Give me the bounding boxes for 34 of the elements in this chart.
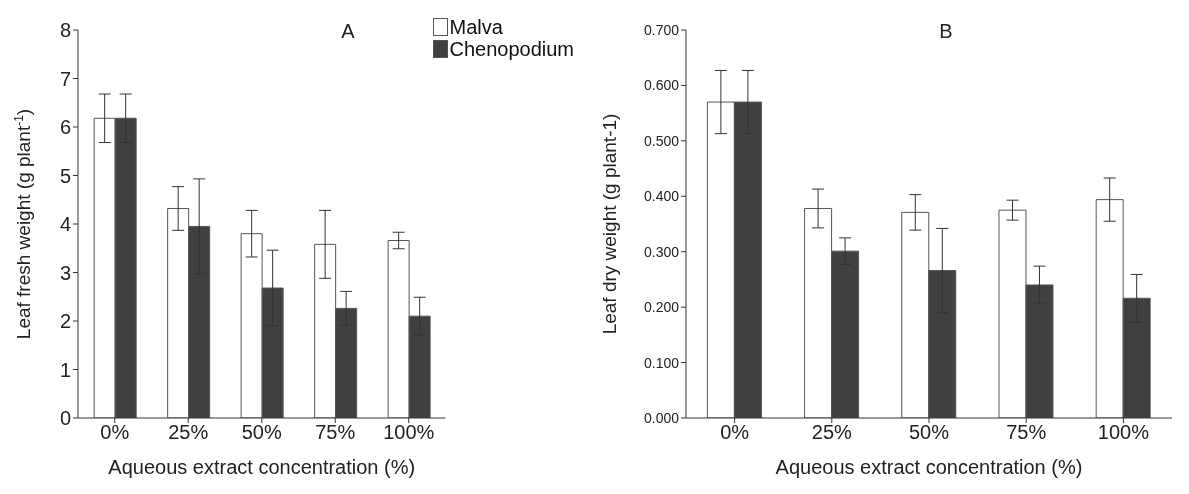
y-tick-label: 0.200	[643, 299, 680, 316]
y-tick-label: 0.600	[643, 77, 680, 94]
y-tick-label: 4	[59, 213, 71, 236]
x-tick-label: 100%	[1097, 421, 1150, 444]
legend-label: Malva	[449, 16, 503, 38]
x-tick-label: 25%	[811, 421, 853, 444]
y-tick-label: 0.400	[643, 188, 680, 205]
x-tick-label: 75%	[1006, 421, 1047, 444]
y-axis-title: Leaf dry weight (g plant-1)	[599, 113, 620, 335]
x-tick-label: 0%	[100, 421, 130, 444]
x-tick-label: 75%	[315, 421, 356, 444]
y-tick-label: 6	[59, 116, 71, 139]
chart-title: B	[939, 20, 953, 42]
y-tick-label: 0.000	[643, 409, 680, 426]
y-tick-label: 8	[59, 19, 71, 42]
y-tick-label: 0.100	[643, 354, 680, 371]
y-tick-label: 0.500	[643, 132, 680, 149]
x-tick-label: 0%	[720, 421, 750, 444]
y-tick-label: 5	[59, 164, 71, 187]
x-axis-title: Aqueous extract concentration (%)	[775, 456, 1083, 478]
x-tick-label: 100%	[383, 421, 435, 444]
chart-title: A	[341, 20, 356, 42]
x-tick-label: 50%	[241, 421, 282, 444]
y-tick-label: 0	[59, 407, 71, 430]
y-tick-label: 2	[59, 310, 71, 333]
y-tick-label: 0.700	[643, 21, 680, 38]
y-tick-label: 7	[59, 67, 71, 90]
y-tick-label: 3	[59, 261, 71, 284]
legend-label: Chenopodium	[449, 38, 574, 60]
x-tick-label: 25%	[168, 421, 209, 444]
x-tick-label: 50%	[908, 421, 950, 444]
y-tick-label: 0.300	[643, 243, 680, 260]
x-axis-title: Aqueous extract concentration (%)	[108, 456, 416, 478]
y-tick-label: 1	[59, 358, 71, 381]
